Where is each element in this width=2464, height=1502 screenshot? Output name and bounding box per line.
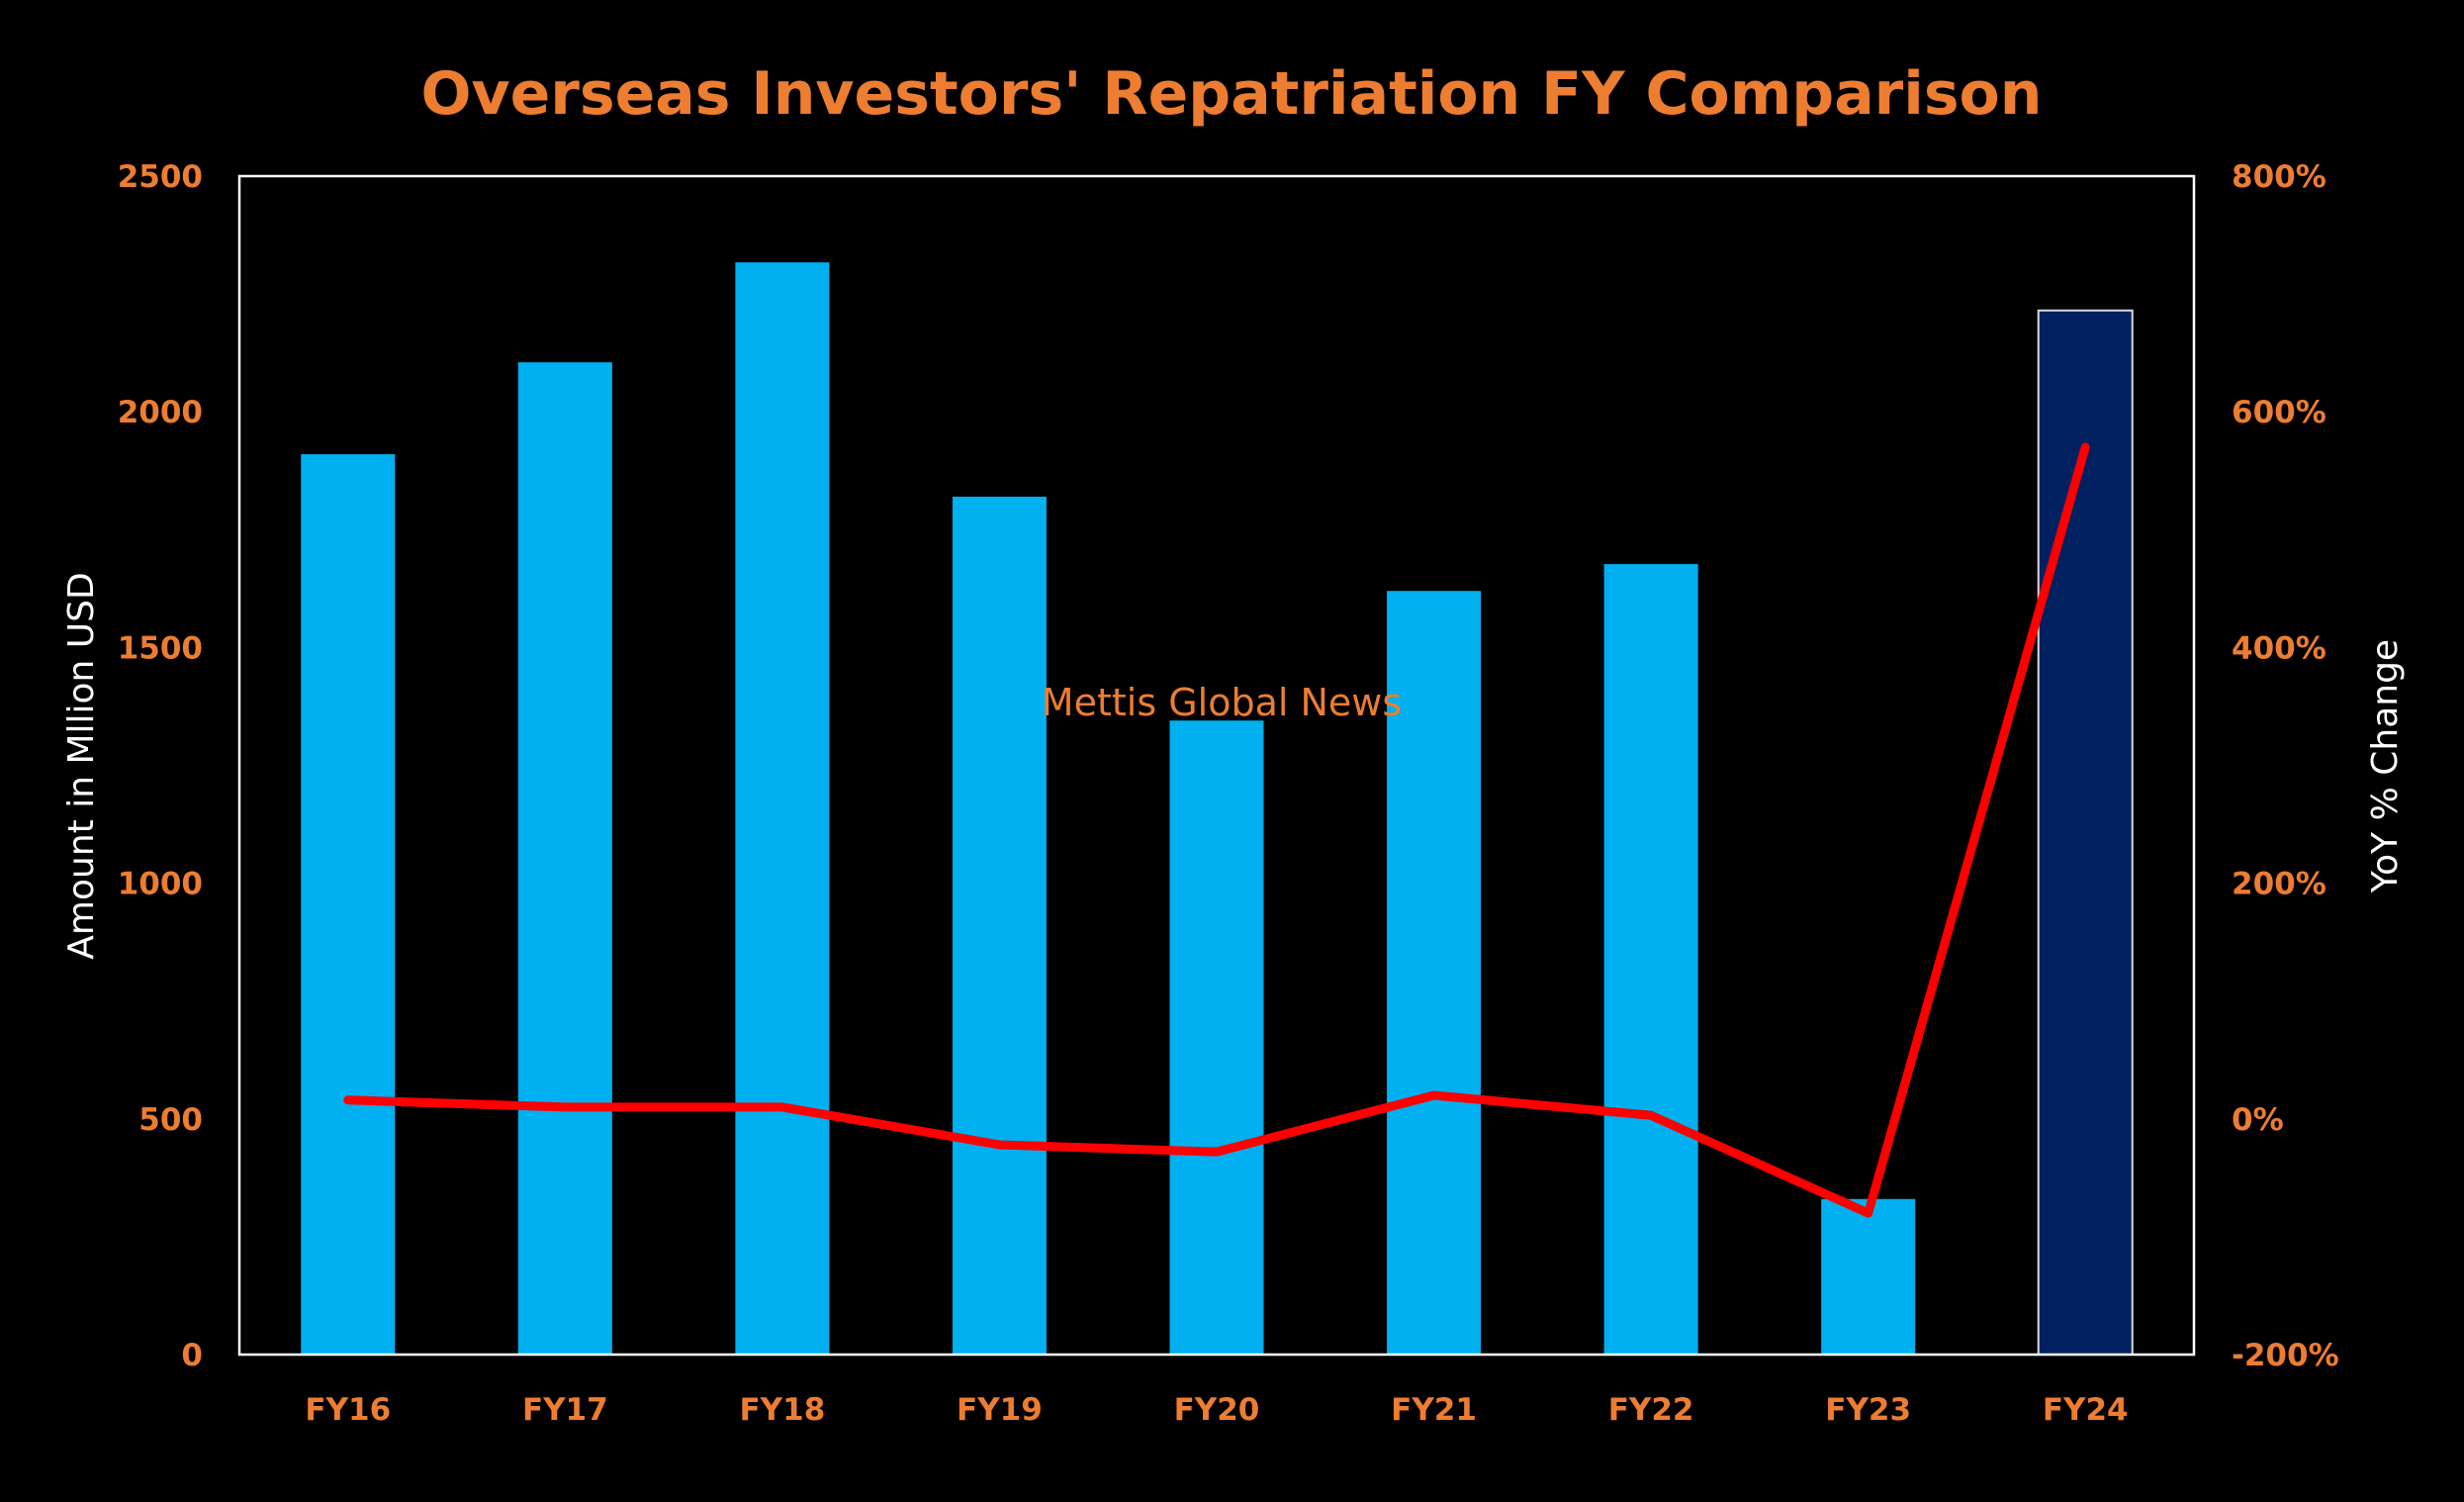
yoy-point-fy21 (1430, 1091, 1437, 1098)
bar-fy17 (517, 362, 612, 1356)
y-tick-label: 0 (181, 1338, 203, 1373)
bar-fy24 (2037, 309, 2134, 1356)
y-tick-label: 1500 (118, 630, 203, 666)
y-tick-label: 2000 (118, 395, 203, 430)
y2-tick-label: 600% (2232, 395, 2327, 430)
yoy-point-fy19 (996, 1142, 1003, 1149)
bar-fy16 (301, 454, 396, 1355)
x-axis-ticks: FY16 FY17 FY18 FY19 FY20 FY21 FY22 FY23 FY24 (305, 1392, 2128, 1428)
y-axis-ticks: 0 500 1000 1500 2000 2500 (118, 159, 203, 1373)
x-tick-label: FY24 (2043, 1392, 2129, 1428)
yoy-point-fy22 (1648, 1112, 1655, 1119)
y-tick-label: 1000 (118, 867, 203, 902)
x-tick-label: FY18 (740, 1392, 826, 1428)
x-tick-label: FY19 (957, 1392, 1043, 1428)
x-tick-label: FY21 (1391, 1392, 1477, 1428)
yoy-point-fy17 (562, 1103, 569, 1110)
yoy-point-fy20 (1214, 1149, 1220, 1156)
x-tick-label: FY23 (1825, 1392, 1911, 1428)
bars-layer (301, 262, 2134, 1356)
y2-tick-label: 800% (2232, 159, 2327, 195)
x-tick-label: FY20 (1174, 1392, 1260, 1428)
yoy-point-fy24 (2082, 443, 2089, 450)
y2-tick-label: 200% (2232, 867, 2327, 902)
watermark: Mettis Global News (1042, 681, 1402, 724)
chart-title: Overseas Investors' Repatriation FY Comp… (421, 59, 2043, 129)
x-tick-label: FY16 (305, 1392, 391, 1428)
line-layer (343, 442, 2090, 1218)
x-tick-label: FY17 (522, 1392, 608, 1428)
x-tick-label: FY22 (1608, 1392, 1694, 1428)
bar-fy18 (735, 262, 830, 1356)
yoy-point-fy16 (344, 1096, 351, 1103)
bar-fy22 (1603, 564, 1698, 1355)
y2-tick-label: 0% (2232, 1102, 2284, 1138)
y-tick-label: 500 (138, 1102, 203, 1138)
y-tick-label: 2500 (118, 159, 203, 195)
y2-axis-ticks: -200% 0% 200% 400% 600% 800% (2232, 159, 2339, 1373)
yoy-point-fy18 (778, 1103, 785, 1110)
y-axis-title: Amount in Mllion USD (61, 572, 102, 959)
y2-tick-label: -200% (2232, 1338, 2339, 1373)
bar-fy19 (952, 496, 1047, 1355)
bar-fy20 (1169, 720, 1264, 1355)
bar-fy23 (1821, 1198, 1916, 1355)
y2-axis-title: YoY % Change (2365, 639, 2406, 893)
plot-area-border (237, 174, 2196, 1357)
bar-fy21 (1387, 591, 1482, 1355)
yoy-point-fy23 (1865, 1210, 1871, 1217)
y2-tick-label: 400% (2232, 630, 2327, 666)
